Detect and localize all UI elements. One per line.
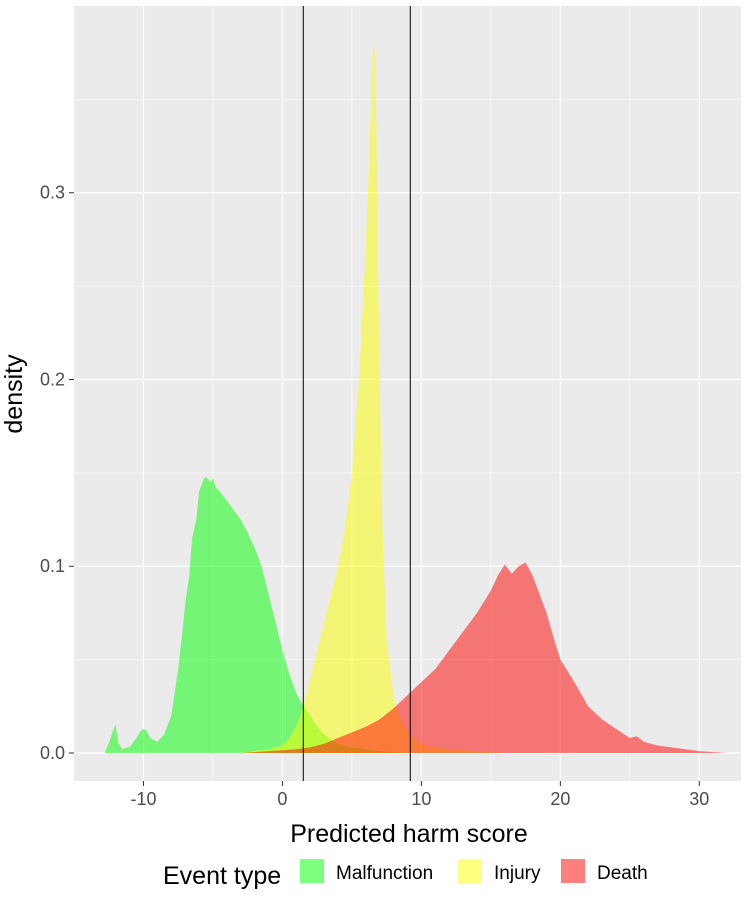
y-axis-title: density (0, 354, 28, 434)
x-tick-label: 30 (689, 789, 709, 809)
legend-label-injury: Injury (494, 863, 541, 884)
y-tick-label: 0.0 (40, 743, 65, 763)
x-axis-title: Predicted harm score (290, 820, 528, 848)
plot-panel (74, 6, 741, 781)
density-areas (104, 43, 728, 754)
legend-key-death (561, 859, 585, 883)
y-tick-label: 0.2 (40, 369, 65, 389)
legend-items: Malfunction Injury Death (300, 859, 648, 884)
y-tick-label: 0.1 (40, 556, 65, 576)
legend-key-malfunction (300, 859, 324, 883)
x-tick-label: 20 (550, 789, 570, 809)
legend-label-death: Death (597, 863, 648, 884)
x-tick-label: 0 (277, 789, 287, 809)
density-area-death (240, 562, 728, 753)
legend-label-malfunction: Malfunction (336, 863, 433, 884)
x-axis-ticks: -10 0 10 20 30 (130, 781, 709, 809)
x-tick-label: -10 (130, 789, 156, 809)
threshold-lines (302, 6, 411, 781)
legend-key-injury (458, 859, 482, 883)
legend: Event type Malfunction Injury Death (163, 859, 648, 890)
density-area-malfunction (104, 476, 422, 753)
legend-title: Event type (163, 862, 281, 890)
y-axis-ticks: 0.0 0.1 0.2 0.3 (40, 183, 74, 763)
y-tick-label: 0.3 (40, 183, 65, 203)
density-area-injury (240, 43, 505, 754)
x-tick-label: 10 (411, 789, 431, 809)
